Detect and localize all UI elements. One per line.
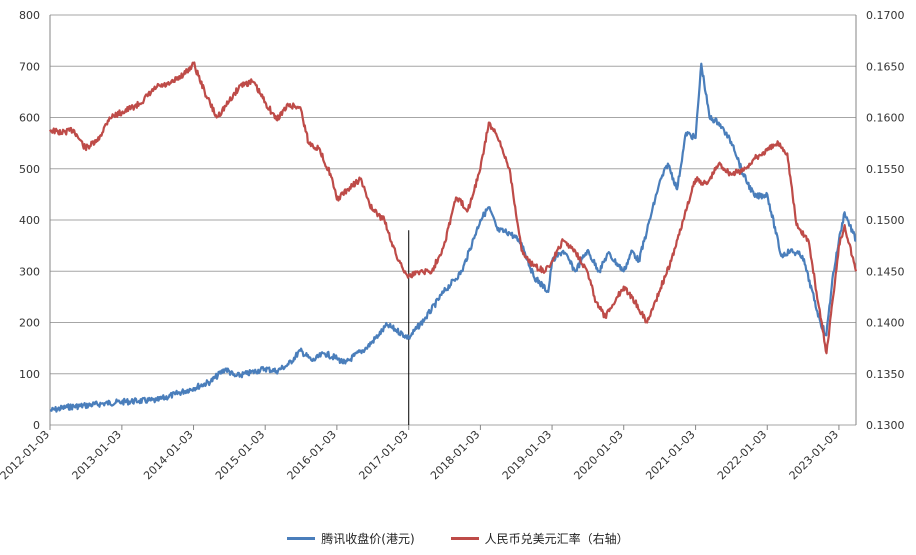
y-left-tick-label: 100 — [19, 368, 40, 381]
y-left-tick-label: 700 — [19, 60, 40, 73]
y-left-tick-label: 0 — [33, 419, 40, 432]
x-tick-label: 2014-01-03 — [141, 428, 195, 482]
series-line-cny — [49, 61, 858, 355]
y-right-tick-label: 0.1350 — [866, 368, 905, 381]
y-right-tick-label: 0.1400 — [866, 317, 905, 330]
y-right-tick-label: 0.1700 — [866, 9, 905, 22]
y-left-tick-label: 800 — [19, 9, 40, 22]
y-right-tick-label: 0.1450 — [866, 265, 905, 278]
y-right-tick-label: 0.1650 — [866, 60, 905, 73]
x-tick-label: 2017-01-03 — [356, 428, 410, 482]
y-left-tick-label: 600 — [19, 112, 40, 125]
y-left-tick-label: 400 — [19, 214, 40, 227]
series-line-tencent — [49, 62, 857, 413]
x-tick-label: 2018-01-03 — [428, 428, 482, 482]
legend: 腾讯收盘价(港元) 人民币兑美元汇率（右轴） — [0, 530, 916, 547]
y-left-tick-label: 500 — [19, 163, 40, 176]
y-right-tick-label: 0.1500 — [866, 214, 905, 227]
x-tick-label: 2020-01-03 — [571, 428, 625, 482]
legend-label-cny: 人民币兑美元汇率（右轴） — [484, 532, 629, 546]
legend-swatch-tencent — [287, 537, 316, 540]
x-tick-label: 2016-01-03 — [285, 428, 339, 482]
x-tick-label: 2019-01-03 — [500, 428, 554, 482]
x-tick-label: 2015-01-03 — [213, 428, 267, 482]
x-tick-label: 2021-01-03 — [643, 428, 697, 482]
x-tick-label: 2012-01-03 — [0, 428, 52, 482]
y-right-tick-label: 0.1600 — [866, 112, 905, 125]
x-tick-label: 2023-01-03 — [787, 428, 841, 482]
legend-swatch-cny — [450, 537, 479, 540]
x-tick-label: 2022-01-03 — [715, 428, 769, 482]
y-right-tick-label: 0.1300 — [866, 419, 905, 432]
legend-label-tencent: 腾讯收盘价(港元) — [321, 532, 415, 546]
y-left-tick-label: 200 — [19, 317, 40, 330]
x-tick-label: 2013-01-03 — [70, 428, 124, 482]
legend-item-tencent: 腾讯收盘价(港元) — [287, 530, 415, 547]
legend-item-cny: 人民币兑美元汇率（右轴） — [450, 530, 629, 547]
y-left-tick-label: 300 — [19, 265, 40, 278]
y-right-tick-label: 0.1550 — [866, 163, 905, 176]
